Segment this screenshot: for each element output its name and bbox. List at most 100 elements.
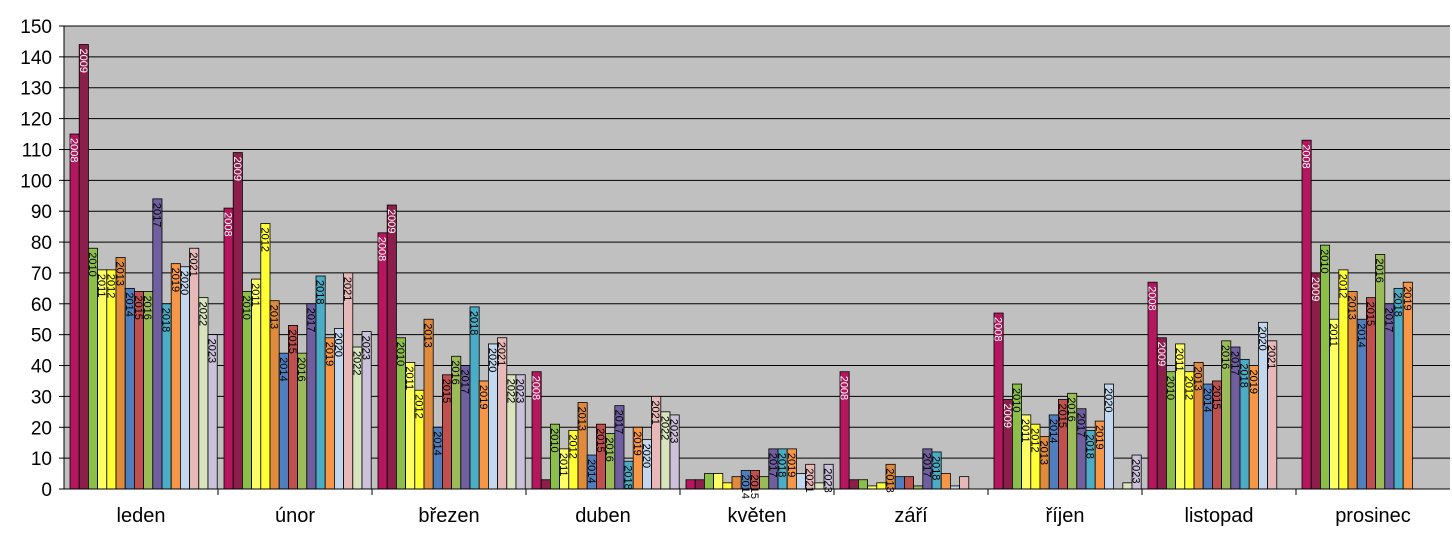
bar-data-label: 2009 xyxy=(77,49,89,73)
bar-data-label: 2017 xyxy=(1382,308,1394,332)
bar-data-label: 2009 xyxy=(1001,403,1013,427)
bar-data-label: 2014 xyxy=(1047,419,1059,443)
bar-2012-leden xyxy=(106,269,117,490)
bar-data-label: 2011 xyxy=(1173,348,1185,372)
y-tick-label: 140 xyxy=(20,48,52,69)
bar-data-label: 2016 xyxy=(449,360,461,384)
bar-2008-leden xyxy=(69,133,80,490)
bar-data-label: 2020 xyxy=(332,332,344,356)
bar-data-label: 2018 xyxy=(1392,292,1404,316)
bar-data-label: 2018 xyxy=(160,308,172,332)
bar-data-label: 2021 xyxy=(495,342,507,366)
bar-data-label: 2017 xyxy=(1074,413,1086,437)
bar-data-label: 2015 xyxy=(440,379,452,403)
bar-2021-únor xyxy=(343,272,354,490)
bar-2010-prosinec xyxy=(1320,244,1331,490)
bar-2011-únor xyxy=(251,278,262,490)
bar-2022-leden xyxy=(198,297,209,490)
bar-data-label: 2020 xyxy=(1256,326,1268,350)
bar-2016-leden xyxy=(143,291,154,490)
bar-data-label: 2013 xyxy=(268,305,280,329)
bar-data-label: 2017 xyxy=(1228,351,1240,375)
bar-data-label: 2010 xyxy=(1010,388,1022,412)
bar-data-label: 2018 xyxy=(776,453,788,477)
bar-data-label: 2014 xyxy=(431,431,443,455)
y-tick-label: 80 xyxy=(31,233,52,254)
bar-2018-prosinec xyxy=(1393,287,1404,490)
bar-2010-únor xyxy=(241,291,252,490)
bar-2009-únor xyxy=(232,152,243,490)
bar-data-label: 2014 xyxy=(739,474,751,498)
bar-2008-květen xyxy=(685,479,696,490)
bar-data-label: 2008 xyxy=(530,376,542,400)
bar-data-label: 2013 xyxy=(576,407,588,431)
y-tick-label: 60 xyxy=(31,295,52,316)
bar-data-label: 2010 xyxy=(86,252,98,276)
bar-data-label: 2018 xyxy=(1084,434,1096,458)
bar-data-label: 2021 xyxy=(803,468,815,492)
bar-data-label: 2020 xyxy=(178,271,190,295)
bar-2011-květen xyxy=(713,473,724,490)
y-tick-label: 90 xyxy=(31,202,52,223)
bar-2015-prosinec xyxy=(1366,297,1377,490)
x-tick-label: říjen xyxy=(1046,505,1085,527)
bar-data-label: 2023 xyxy=(1130,459,1142,483)
bar-2010-květen xyxy=(704,473,715,490)
bar-data-label: 2018 xyxy=(622,465,634,489)
y-tick-label: 40 xyxy=(31,357,52,378)
x-tick-label: únor xyxy=(275,505,315,527)
bar-data-label: 2021 xyxy=(341,277,353,301)
bar-data-label: 2023 xyxy=(206,339,218,363)
bar-data-label: 2015 xyxy=(132,295,144,319)
bar-data-label: 2008 xyxy=(68,138,80,162)
x-tick-label: květen xyxy=(728,505,787,527)
bar-data-label: 2019 xyxy=(169,268,181,292)
x-tick-label: prosinec xyxy=(1335,505,1411,527)
bar-data-label: 2022 xyxy=(658,416,670,440)
bar-data-label: 2016 xyxy=(1219,345,1231,369)
bar-2008-únor xyxy=(223,207,234,490)
bar-data-label: 2013 xyxy=(1038,441,1050,465)
bar-data-label: 2012 xyxy=(566,434,578,458)
bar-data-label: 2023 xyxy=(822,468,834,492)
bar-data-label: 2013 xyxy=(422,323,434,347)
bar-data-label: 2017 xyxy=(766,453,778,477)
bar-data-label: 2010 xyxy=(240,295,252,319)
bar-data-label: 2010 xyxy=(548,428,560,452)
x-tick-label: září xyxy=(894,505,928,527)
bar-2010-září xyxy=(858,479,869,490)
bar-data-label: 2008 xyxy=(1146,286,1158,310)
bar-data-label: 2015 xyxy=(1364,302,1376,326)
bar-data-label: 2022 xyxy=(350,351,362,375)
bar-data-label: 2011 xyxy=(557,453,569,477)
y-tick-label: 20 xyxy=(31,418,52,439)
bar-data-label: 2018 xyxy=(468,311,480,335)
bar-data-label: 2021 xyxy=(1265,345,1277,369)
bar-data-label: 2016 xyxy=(1373,258,1385,282)
bar-data-label: 2012 xyxy=(1182,376,1194,400)
bar-data-label: 2019 xyxy=(477,385,489,409)
bar-data-label: 2023 xyxy=(360,336,372,360)
bar-data-label: 2017 xyxy=(150,203,162,227)
bar-data-label: 2014 xyxy=(1355,323,1367,347)
bar-data-label: 2008 xyxy=(222,212,234,236)
y-tick-label: 70 xyxy=(31,264,52,285)
bar-data-label: 2017 xyxy=(304,308,316,332)
x-tick-label: březen xyxy=(418,505,479,527)
bar-data-label: 2009 xyxy=(1155,342,1167,366)
bar-data-label: 2022 xyxy=(196,302,208,326)
bar-data-label: 2023 xyxy=(514,379,526,403)
bar-2012-únor xyxy=(260,223,271,490)
bar-data-label: 2018 xyxy=(1238,363,1250,387)
bar-data-label: 2011 xyxy=(1327,323,1339,347)
bar-2009-duben xyxy=(540,479,551,490)
bar-data-label: 2008 xyxy=(1300,144,1312,168)
bar-data-label: 2009 xyxy=(385,209,397,233)
bar-data-label: 2015 xyxy=(594,428,606,452)
bar-data-label: 2015 xyxy=(1056,403,1068,427)
bar-data-label: 2013 xyxy=(114,262,126,286)
bar-2013-prosinec xyxy=(1347,291,1358,490)
bar-data-label: 2011 xyxy=(1019,419,1031,443)
bar-data-label: 2021 xyxy=(649,400,661,424)
bar-data-label: 2012 xyxy=(258,228,270,252)
